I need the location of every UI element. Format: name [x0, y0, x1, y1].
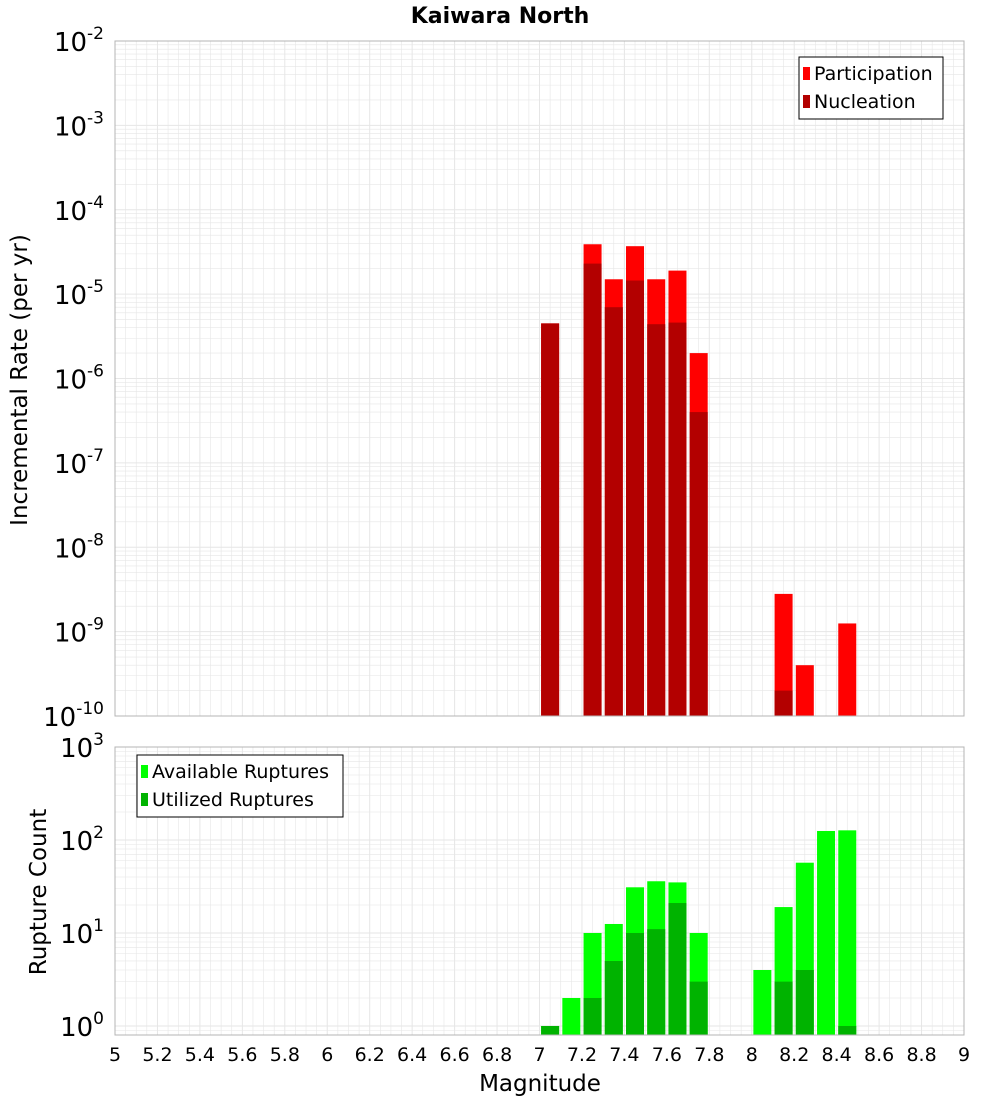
bar: [583, 263, 602, 716]
chart-title: Kaiwara North: [411, 4, 590, 29]
y-tick-label: 10-5: [54, 277, 104, 311]
bar: [626, 932, 645, 1035]
bar: [774, 981, 793, 1035]
legend: Available Ruptures Utilized Ruptures: [136, 754, 344, 818]
x-tick-label: 5.8: [270, 1044, 300, 1066]
y-tick-label: 103: [60, 730, 104, 764]
x-tick-label: 7.4: [609, 1044, 639, 1066]
y-tick-label: 10-3: [54, 108, 104, 142]
bar: [774, 690, 793, 716]
bar: [541, 1025, 560, 1035]
bar: [838, 623, 857, 716]
x-tick-label: 6.6: [439, 1044, 469, 1066]
legend-swatch: [141, 765, 148, 778]
participation-rate-panel: 10-10 10-9 10-8 10-7 10-6 10-5 10-4 10-3 10-2 Par…: [43, 24, 965, 733]
y-tick-label: 10-8: [54, 530, 104, 564]
x-axis: 5 5.2 5.4 5.6 5.8 6 6.2 6.4 6.6 6.8 7 7.2 7.4 7.6 7.8 8…: [109, 1044, 970, 1066]
x-tick-label: 7: [533, 1044, 545, 1066]
x-tick-label: 9: [958, 1044, 970, 1066]
x-tick-label: 7.8: [694, 1044, 724, 1066]
x-tick-label: 5: [109, 1044, 121, 1066]
bar: [604, 307, 623, 716]
bottom-y-axis-title: Rupture Count: [26, 809, 52, 975]
bar: [817, 830, 836, 1035]
legend: Participation Nucleation: [798, 56, 944, 120]
bar: [689, 412, 708, 716]
bar: [583, 997, 602, 1035]
x-tick-label: 5.2: [142, 1044, 172, 1066]
bar: [774, 593, 793, 716]
bar: [647, 929, 666, 1035]
legend-label: Available Ruptures: [152, 761, 329, 783]
top-y-axis-title: Incremental Rate (per yr): [7, 234, 33, 526]
x-tick-label: 7.2: [567, 1044, 597, 1066]
legend-swatch: [803, 95, 810, 108]
y-tick-label: 10-4: [54, 193, 104, 227]
x-tick-label: 6.8: [482, 1044, 512, 1066]
legend-label: Nucleation: [814, 91, 916, 113]
bar: [838, 1025, 857, 1035]
grid: [114, 41, 965, 717]
y-tick-label: 100: [60, 1009, 104, 1043]
y-tick-label: 10-2: [54, 24, 104, 58]
x-tick-label: 8.8: [906, 1044, 936, 1066]
x-tick-label: 8.4: [822, 1044, 852, 1066]
series-nucleation: [541, 263, 793, 716]
bar: [795, 969, 814, 1035]
legend-label: Participation: [814, 63, 933, 85]
plot-frame: [114, 40, 965, 717]
x-tick-label: 5.4: [185, 1044, 215, 1066]
plot-frame: [114, 746, 965, 1036]
bar: [753, 969, 772, 1035]
y-tick-label: 10-7: [54, 446, 104, 480]
bar: [795, 665, 814, 716]
x-tick-label: 8.2: [779, 1044, 809, 1066]
x-tick-label: 5.6: [227, 1044, 257, 1066]
x-tick-label: 6.2: [355, 1044, 385, 1066]
legend-box: [798, 56, 944, 120]
series-utilized-ruptures: [541, 903, 857, 1035]
x-tick-label: 7.6: [652, 1044, 682, 1066]
y-tick-label: 10-9: [54, 615, 104, 649]
legend-swatch: [141, 793, 148, 806]
y-tick-label: 10-10: [43, 699, 104, 733]
x-tick-label: 8: [746, 1044, 758, 1066]
x-tick-label: 8.6: [864, 1044, 894, 1066]
legend-label: Utilized Ruptures: [152, 789, 314, 811]
bar: [838, 830, 857, 1035]
x-tick-label: 6.4: [397, 1044, 427, 1066]
bar: [562, 997, 581, 1035]
bar: [689, 981, 708, 1035]
bar: [604, 960, 623, 1035]
bar: [668, 322, 687, 716]
x-tick-label: 6: [321, 1044, 333, 1066]
x-axis-title: Magnitude: [479, 1071, 601, 1097]
y-tick-label: 102: [60, 823, 104, 857]
bar: [668, 903, 687, 1035]
bar: [626, 280, 645, 716]
legend-box: [136, 754, 344, 818]
bar: [541, 323, 560, 716]
bar: [647, 324, 666, 716]
y-tick-label: 10-6: [54, 362, 104, 396]
legend-swatch: [803, 67, 810, 80]
y-tick-label: 101: [60, 916, 104, 950]
rupture-count-panel: 100 101 102 103 Available Ruptures Utilized R…: [60, 730, 965, 1043]
